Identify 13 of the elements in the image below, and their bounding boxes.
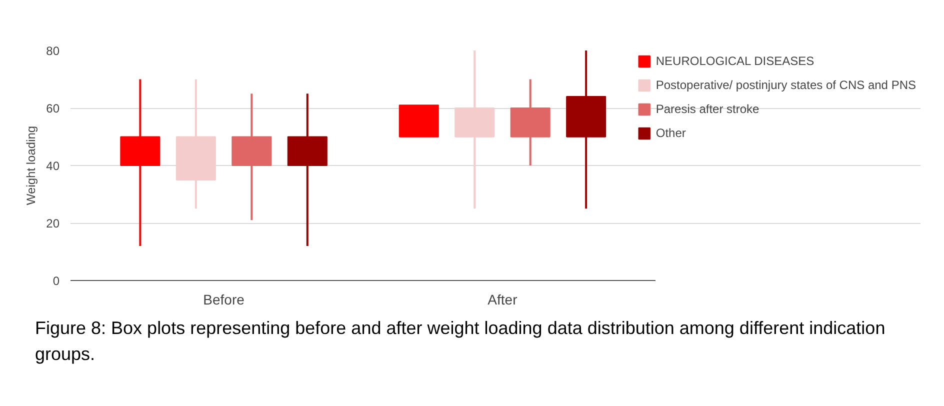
y-tick-label: 60: [46, 102, 60, 116]
caption: Figure 8: Box plots representing before and after weight loading data distribution among different indication groups.: [35, 317, 886, 366]
legend-label: Paresis after stroke: [656, 102, 760, 116]
x-tick-label: Before: [203, 292, 245, 308]
y-tick-label: 40: [46, 159, 60, 173]
y-tick-label: 20: [46, 216, 60, 230]
legend-label: NEUROLOGICAL DISEASES: [656, 54, 814, 68]
x-tick-label: After: [488, 292, 518, 308]
legend-label: Other: [656, 126, 686, 140]
y-tick-label: 80: [46, 44, 60, 58]
y-tick-label: 0: [52, 274, 60, 288]
y-axis-title: Weight loading: [24, 126, 38, 206]
legend-label: Postoperative/ postinjury states of CNS and PNS: [656, 78, 916, 92]
